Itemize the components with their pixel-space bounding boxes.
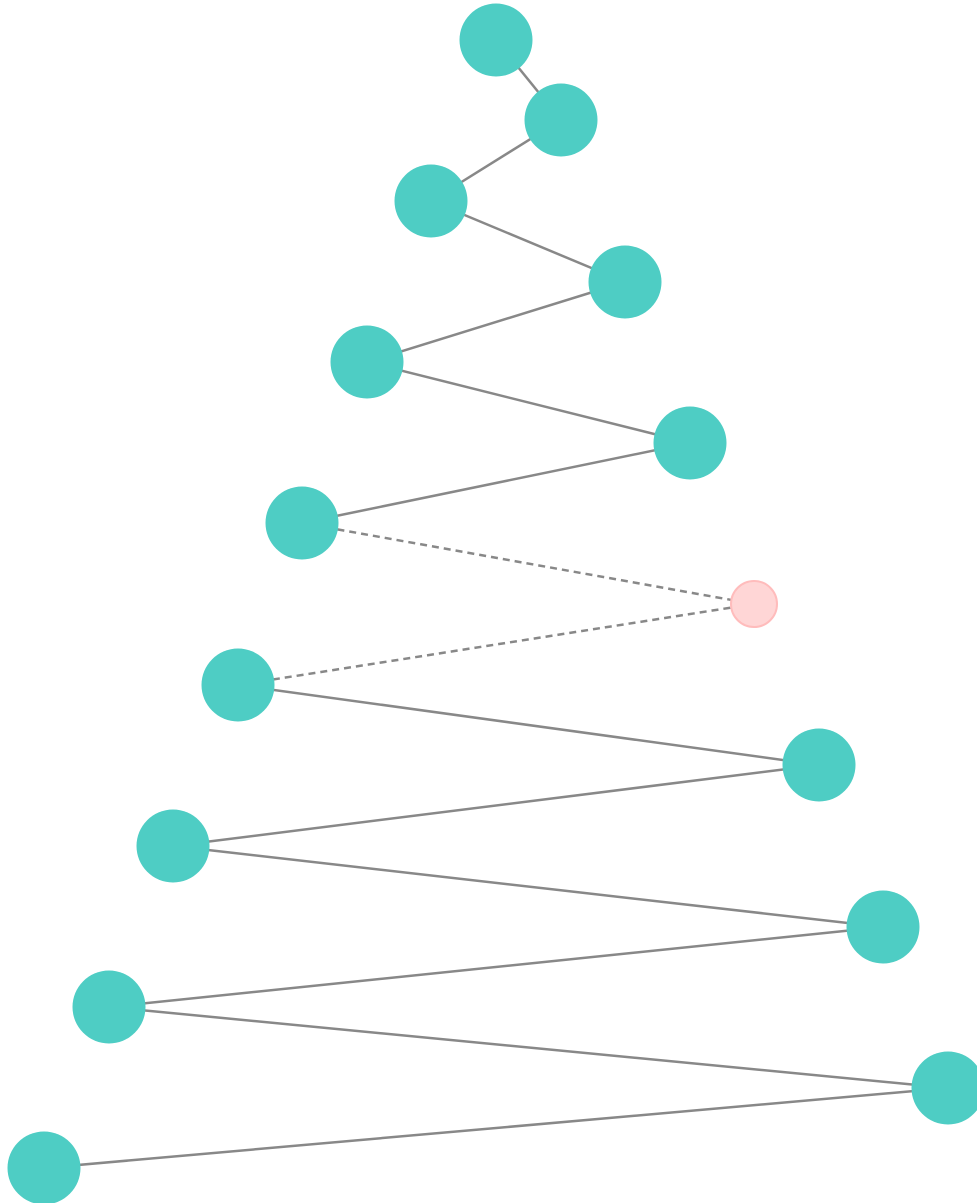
node <box>846 890 920 964</box>
edge <box>237 683 820 767</box>
edge <box>366 360 691 445</box>
edge <box>43 1086 949 1170</box>
node <box>524 83 598 157</box>
node <box>394 164 468 238</box>
node <box>201 648 275 722</box>
node <box>265 486 339 560</box>
node <box>7 1131 81 1203</box>
node <box>72 970 146 1044</box>
edge <box>172 844 884 929</box>
edge <box>108 925 884 1009</box>
edge <box>108 1005 949 1090</box>
dashed-edge <box>301 521 755 606</box>
ghost-node <box>730 580 778 628</box>
node <box>459 3 533 77</box>
edge <box>366 280 626 364</box>
edge <box>301 441 691 525</box>
node <box>330 325 404 399</box>
node <box>911 1051 977 1125</box>
node <box>782 728 856 802</box>
dashed-edge <box>237 602 755 687</box>
node <box>588 245 662 319</box>
nodes <box>7 3 977 1203</box>
node <box>136 809 210 883</box>
edges <box>43 39 949 1170</box>
node <box>653 406 727 480</box>
edge <box>172 763 820 848</box>
